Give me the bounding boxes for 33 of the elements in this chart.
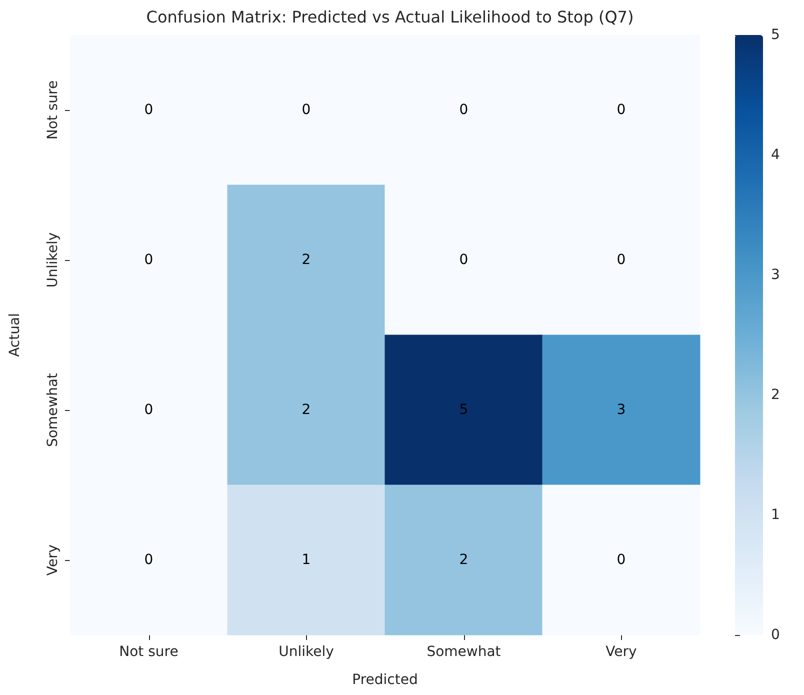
color-bar-label: 0	[771, 627, 780, 643]
y-tick-label: Very	[45, 544, 61, 576]
color-bar-label: 5	[771, 27, 780, 43]
color-bar-label: 2	[771, 387, 780, 403]
chart-title: Confusion Matrix: Predicted vs Actual Likelihood to Stop (Q7)	[146, 8, 634, 26]
data-label: 0	[616, 252, 626, 268]
y-tick-label: Somewhat	[45, 372, 61, 448]
color-bar-label: 1	[771, 507, 780, 523]
x-tick-label: Not sure	[119, 644, 178, 660]
data-label: 0	[144, 102, 154, 118]
data-label: 0	[459, 252, 468, 268]
x-tick-label: Somewhat	[426, 644, 502, 660]
data-label: 0	[459, 102, 468, 118]
data-label: 0	[616, 102, 626, 118]
data-label: 2	[302, 252, 311, 268]
data-label: 0	[144, 402, 154, 418]
color-bar-label: 4	[771, 147, 780, 163]
data-label: 5	[459, 402, 468, 418]
y-tick-label: Not sure	[45, 80, 61, 140]
data-label: 0	[144, 252, 154, 268]
y-tick-label: Unlikely	[45, 232, 61, 288]
x-tick-label: Very	[606, 644, 637, 660]
x-axis-title: Predicted	[352, 672, 418, 688]
data-label: 0	[302, 102, 311, 118]
y-axis-title: Actual	[7, 313, 23, 357]
data-label: 3	[616, 402, 626, 418]
x-tick-label: Unlikely	[278, 644, 334, 660]
data-label: 1	[302, 552, 311, 568]
data-label: 0	[616, 552, 626, 568]
data-label: 0	[144, 552, 154, 568]
color-bar-label: 3	[771, 267, 780, 283]
data-label: 2	[302, 402, 311, 418]
data-label: 2	[459, 552, 468, 568]
